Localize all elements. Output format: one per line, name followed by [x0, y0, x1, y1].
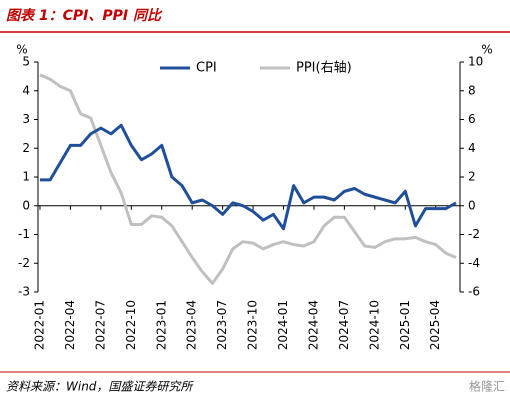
x-tick-label: 2023-04: [185, 300, 199, 350]
y2-tick-label: 8: [468, 83, 476, 97]
y2-tick-label: 2: [468, 170, 476, 184]
x-tick-label: 2024-07: [337, 300, 351, 350]
x-tick-label: 2025-01: [398, 300, 412, 350]
series-line: [40, 123, 457, 231]
legend-label: CPI: [196, 61, 217, 76]
legend-label: PPI(右轴): [296, 61, 352, 76]
y2-tick-label: -4: [468, 256, 480, 270]
x-tick-label: 2023-01: [154, 300, 168, 350]
x-tick-label: 2025-04: [428, 300, 442, 350]
y2-axis-label: %: [481, 43, 492, 57]
x-tick-label: 2024-04: [306, 300, 320, 350]
y-tick-label: 0: [22, 198, 30, 212]
x-tick-label: 2022-07: [93, 300, 107, 350]
y2-tick-label: 6: [468, 112, 476, 126]
y-tick-label: -1: [18, 227, 30, 241]
y-tick-label: 5: [22, 55, 30, 69]
y-tick-label: -3: [18, 285, 30, 299]
y2-tick-label: 10: [468, 55, 483, 69]
watermark: 格隆汇: [469, 379, 505, 394]
x-tick-label: 2022-04: [63, 300, 77, 350]
series-line: [39, 73, 457, 285]
x-tick-label: 2024-01: [276, 300, 290, 350]
y-tick-label: 3: [22, 112, 30, 126]
y-tick-label: 1: [22, 170, 30, 184]
x-tick-label: 2022-01: [33, 300, 47, 350]
y2-tick-label: -2: [468, 227, 480, 241]
y2-tick-label: -6: [468, 285, 480, 299]
y-tick-label: 2: [22, 141, 30, 155]
source: 资料来源：Wind，国盛证券研究所: [6, 380, 194, 394]
x-tick-label: 2023-10: [246, 300, 260, 350]
x-tick-label: 2022-10: [124, 300, 138, 350]
y-tick-label: -2: [18, 256, 30, 270]
y-tick-label: 4: [22, 83, 30, 97]
x-tick-label: 2024-10: [367, 300, 381, 350]
y2-tick-label: 0: [468, 198, 476, 212]
x-tick-label: 2023-07: [215, 300, 229, 350]
chart-title: 图表 1：CPI、PPI 同比: [6, 7, 163, 24]
y-axis-label: %: [16, 43, 27, 57]
y2-tick-label: 4: [468, 141, 476, 155]
